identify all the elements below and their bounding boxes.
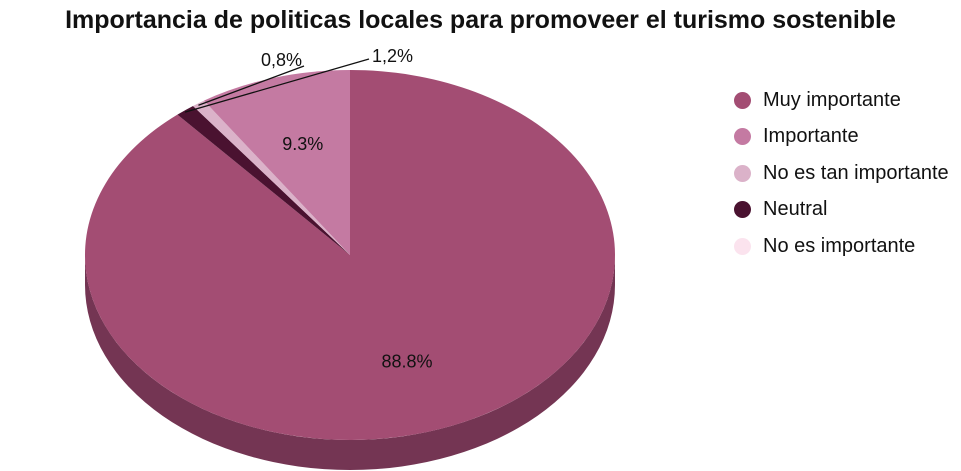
legend-label: No es importante <box>763 234 916 257</box>
pie-slice-no-es-tan-importante <box>193 100 350 255</box>
chart-title: Importancia de politicas locales para pr… <box>65 6 896 34</box>
pie-slice-muy-importante <box>85 70 616 440</box>
legend-swatch <box>734 237 751 255</box>
legend-item-no-es-importante: No es importante <box>734 228 961 265</box>
legend-item-no-es-tan-importante: No es tan importante <box>734 155 961 192</box>
legend-swatch <box>734 164 751 182</box>
legend-item-importante: Importante <box>734 119 961 156</box>
legend-item-muy-importante: Muy importante <box>734 82 961 119</box>
data-label-neutral: 1,2% <box>372 46 413 66</box>
data-label-muy-importante: 88.8% <box>382 351 433 371</box>
pie-side-muy-importante <box>85 255 615 470</box>
pie-slice-importante <box>203 70 350 255</box>
data-label-no-es-tan-importante: 0,8% <box>261 50 302 70</box>
pie-slice-neutral <box>177 105 350 255</box>
legend-swatch <box>734 91 751 109</box>
legend-label: Muy importante <box>763 88 901 111</box>
legend-swatch <box>734 201 751 219</box>
legend-item-neutral: Neutral <box>734 192 961 229</box>
leader-line-no-es-tan-importante <box>198 65 305 106</box>
data-label-importante: 9.3% <box>282 134 323 154</box>
leader-line-neutral <box>184 58 370 113</box>
legend-label: Neutral <box>763 198 828 221</box>
legend-label: No es tan importante <box>763 161 949 184</box>
legend-label: Importante <box>763 125 859 148</box>
legend: Muy importante Importante No es tan impo… <box>734 82 961 265</box>
legend-swatch <box>734 128 751 146</box>
